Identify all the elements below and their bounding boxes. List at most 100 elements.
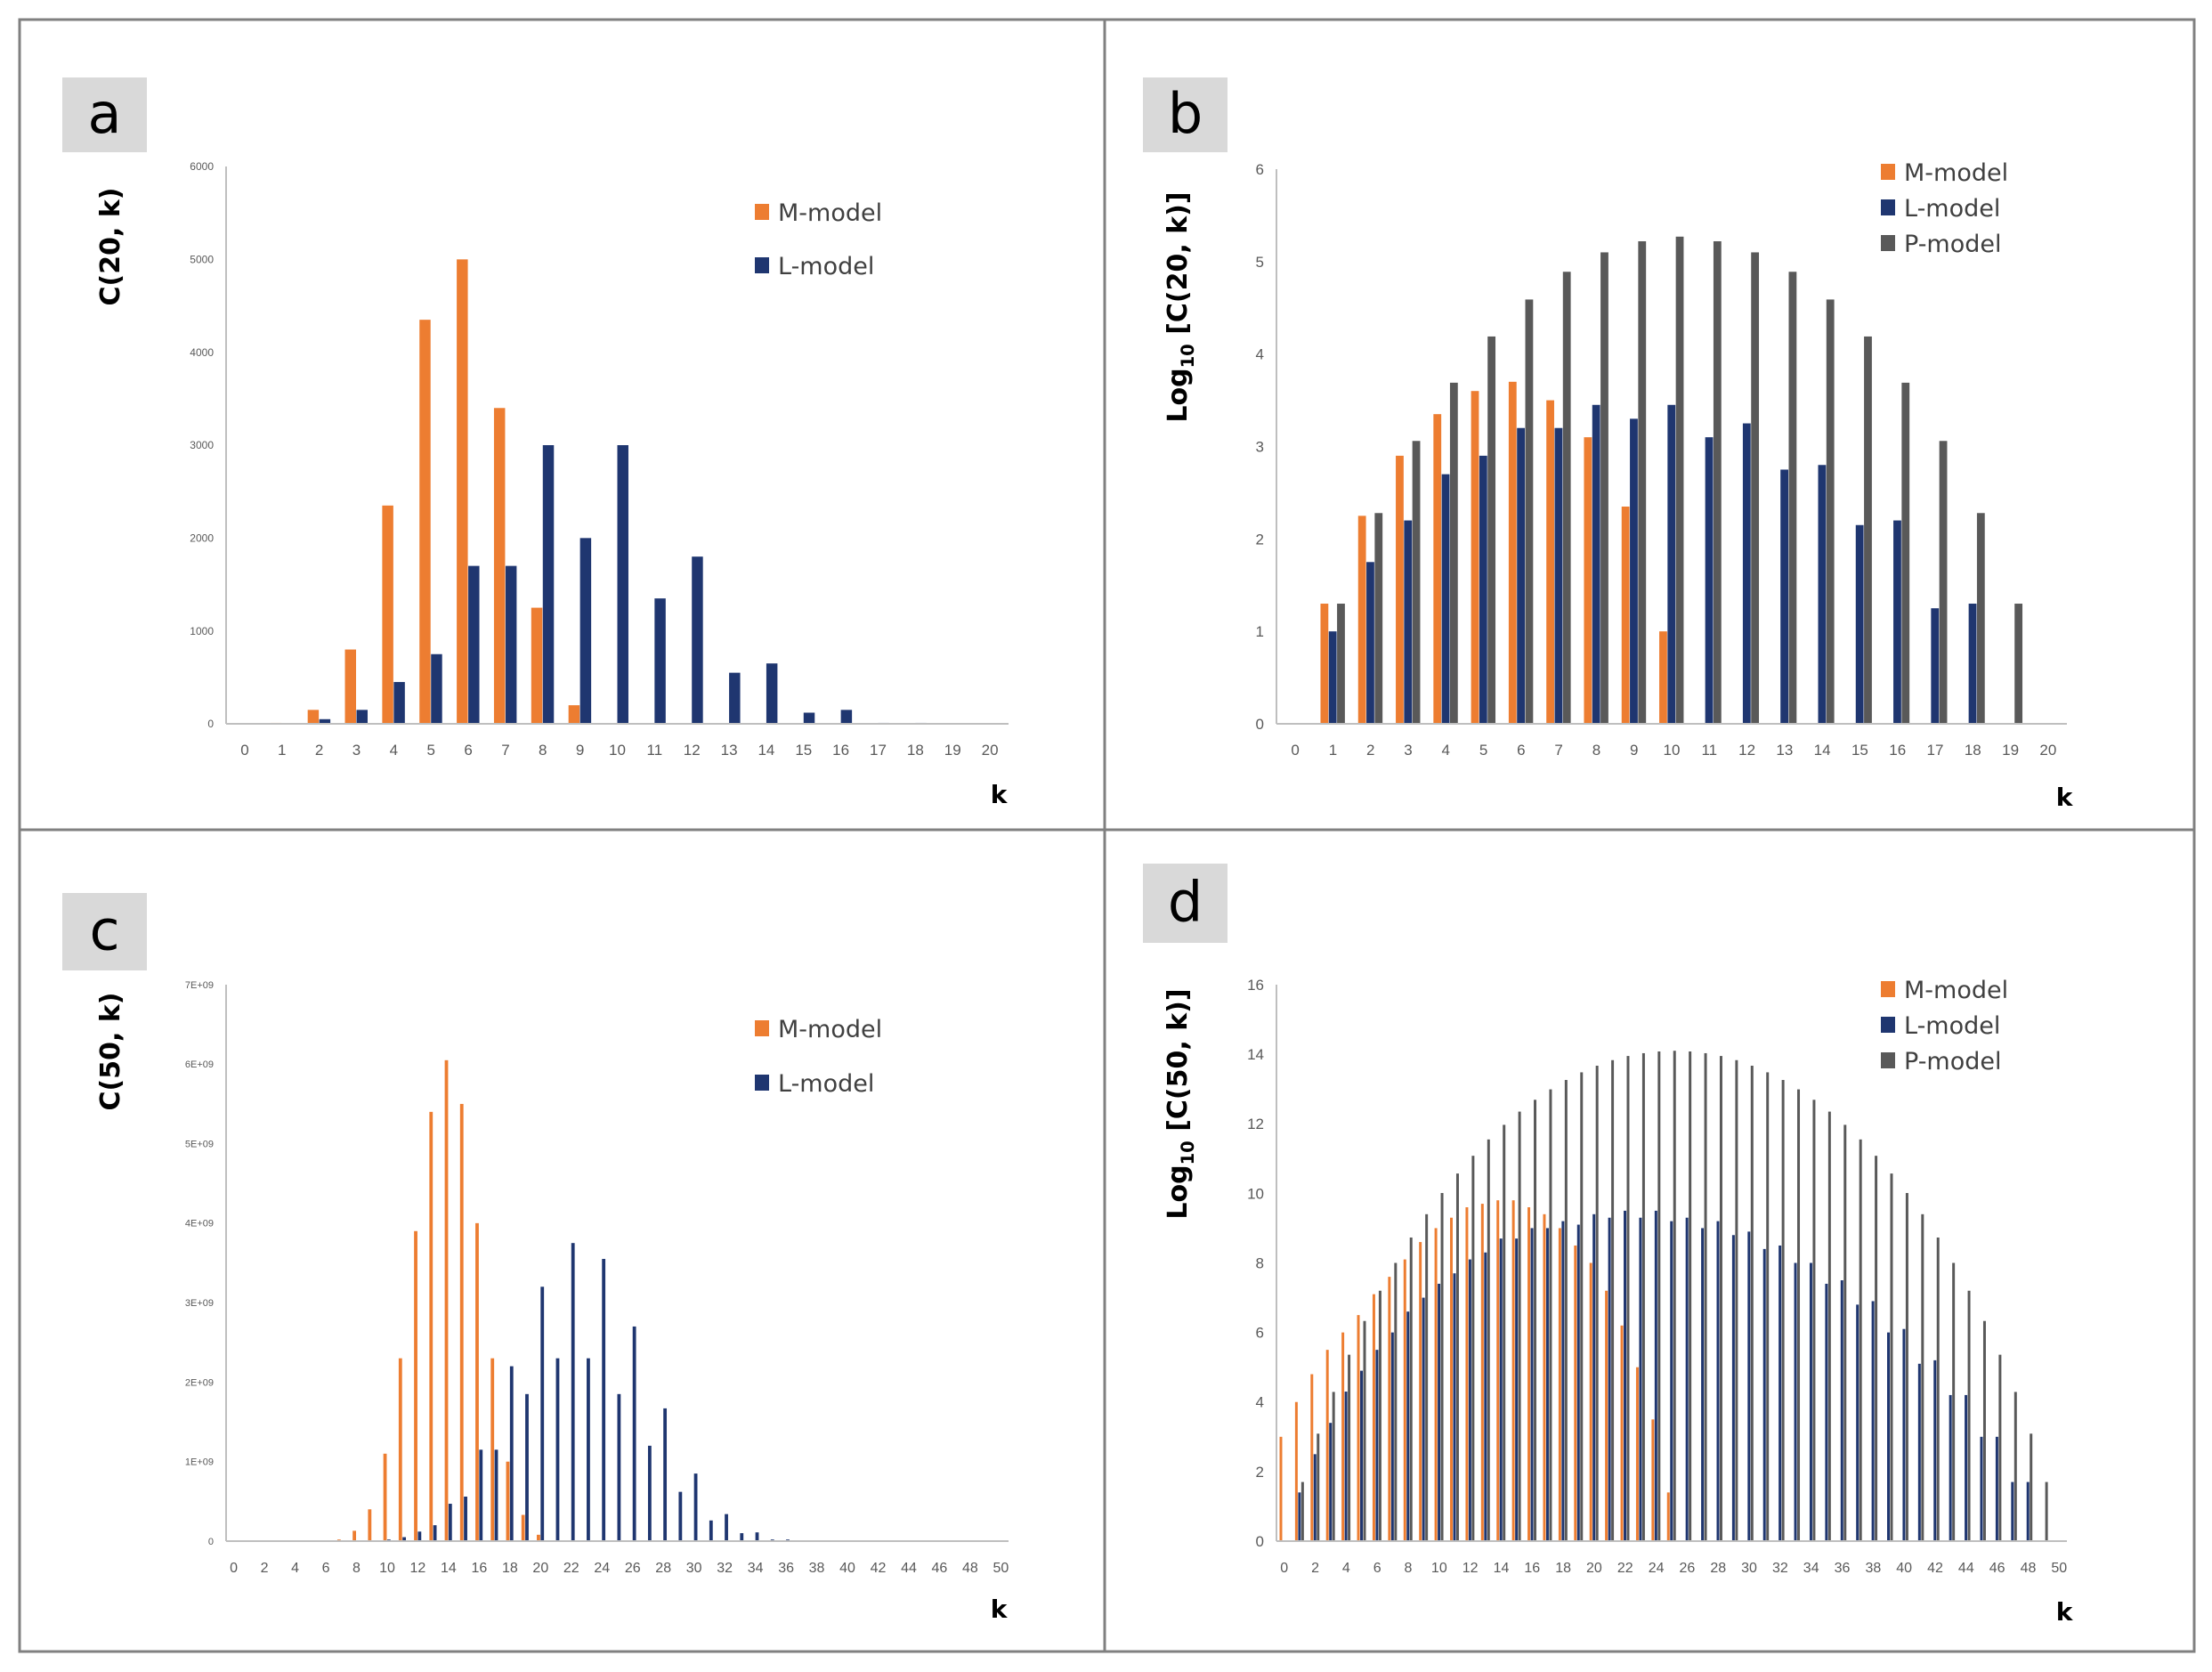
- x-tick-label: 20: [2039, 742, 2056, 759]
- bar-p-model-k10: [1675, 236, 1684, 724]
- x-tick-label: 2: [1311, 1561, 1319, 1576]
- x-tick-label: 7: [1554, 742, 1562, 759]
- legend-swatch-l-model: [755, 257, 769, 273]
- y-axis-label-main: C(50, k): [95, 993, 126, 1111]
- x-tick-label: 0: [230, 1561, 238, 1576]
- x-tick-label: 1: [1329, 742, 1337, 759]
- bar-l-model-k7: [505, 565, 517, 724]
- x-tick-label: 11: [1701, 742, 1717, 759]
- legend: M-model L-model P-model: [1881, 159, 2008, 258]
- legend-label: L-model: [1904, 1012, 2000, 1040]
- x-tick-label: 1: [278, 742, 286, 759]
- bar-l-model-k2: [1313, 1454, 1317, 1541]
- x-tick-label: 38: [809, 1561, 825, 1576]
- figure-frame: [18, 18, 2196, 1653]
- x-tick-label: 8: [539, 742, 547, 759]
- x-tick-label: 15: [1851, 742, 1868, 759]
- legend-swatch-p-model: [1881, 235, 1895, 251]
- legend-swatch-l-model: [1881, 1017, 1895, 1033]
- bar-l-model-k21: [1608, 1217, 1611, 1541]
- x-tick-label: 50: [993, 1561, 1009, 1576]
- bar-m-model-k15: [459, 1103, 464, 1541]
- bar-l-model-k13: [1780, 469, 1789, 724]
- bar-p-model-k30: [1750, 1066, 1754, 1541]
- bar-p-model-k38: [1875, 1156, 1878, 1541]
- bar-l-model-k20: [1592, 1213, 1596, 1541]
- bar-l-model-k28: [1716, 1221, 1720, 1541]
- bar-l-model-k15: [464, 1497, 467, 1541]
- bar-p-model-k8: [1409, 1237, 1413, 1541]
- bar-p-model-k5: [1363, 1320, 1366, 1541]
- bar-l-model-k5: [431, 653, 442, 724]
- x-tick-label: 0: [240, 742, 248, 759]
- panel-label-box: [1143, 77, 1228, 152]
- bar-p-model-k21: [1611, 1059, 1615, 1541]
- legend-label: P-model: [1904, 231, 2002, 258]
- x-tick-label: 9: [1630, 742, 1638, 759]
- y-tick-label: 1E+09: [185, 1457, 214, 1468]
- bar-m-model-k6: [1372, 1294, 1375, 1541]
- bar-l-model-k4: [393, 682, 405, 724]
- bar-p-model-k4: [1449, 382, 1458, 724]
- x-tick-label: 30: [686, 1561, 702, 1576]
- bar-l-model-k15: [1855, 524, 1864, 724]
- bar-l-model-k4: [1441, 474, 1450, 724]
- bar-l-model-k25: [617, 1393, 621, 1541]
- bar-m-model-k15: [1511, 1200, 1515, 1541]
- bar-p-model-k40: [1905, 1192, 1908, 1541]
- bar-l-model-k14: [766, 663, 778, 724]
- bar-m-model-k1: [1294, 1401, 1298, 1541]
- bar-l-model-k27: [1701, 1228, 1705, 1541]
- legend-swatch-m-model: [1881, 981, 1895, 997]
- bar-l-model-k9: [579, 538, 592, 724]
- bar-l-model-k33: [740, 1533, 744, 1541]
- bar-l-model-k29: [1731, 1235, 1735, 1541]
- bar-p-model-k15: [1864, 336, 1872, 724]
- bar-m-model-k13: [1480, 1204, 1484, 1541]
- x-tick-label: 13: [721, 742, 738, 759]
- bar-p-model-k18: [1564, 1080, 1568, 1541]
- x-tick-label: 10: [1431, 1561, 1447, 1576]
- bar-l-model-k15: [803, 712, 815, 724]
- bar-l-model-k24: [602, 1259, 606, 1541]
- x-tick-label: 8: [352, 1561, 361, 1576]
- x-tick-label: 2: [315, 742, 323, 759]
- legend: M-model L-model: [755, 199, 882, 280]
- bar-p-model-k33: [1797, 1089, 1801, 1541]
- bar-m-model-k0: [1279, 1436, 1283, 1541]
- bar-p-model-k36: [1843, 1124, 1847, 1541]
- x-tick-label: 13: [1776, 742, 1793, 759]
- bar-p-model-k20: [1595, 1066, 1599, 1541]
- x-tick-label: 0: [1280, 1561, 1288, 1576]
- bar-l-model-k29: [678, 1491, 683, 1541]
- x-tick-label: 19: [2002, 742, 2019, 759]
- y-tick-label: 2E+09: [185, 1377, 214, 1388]
- x-tick-label: 4: [1442, 742, 1450, 759]
- x-tick-label: 10: [609, 742, 626, 759]
- bar-l-model-k7: [1554, 427, 1563, 724]
- bar-l-model-k15: [1515, 1238, 1519, 1541]
- x-tick-label: 32: [1772, 1561, 1788, 1576]
- bar-l-model-k32: [1779, 1245, 1782, 1541]
- bar-p-model-k22: [1626, 1056, 1630, 1541]
- bar-m-model-k6: [1508, 381, 1517, 724]
- bar-p-model-k46: [1998, 1354, 2002, 1541]
- bar-m-model-k9: [1419, 1242, 1422, 1541]
- bar-m-model-k22: [1620, 1325, 1624, 1541]
- legend-label: M-model: [778, 199, 882, 227]
- x-tick-label: 12: [410, 1561, 426, 1576]
- bar-l-model-k22: [571, 1243, 575, 1541]
- bar-l-model-k13: [729, 672, 741, 724]
- y-tick-label: 2000: [190, 532, 214, 545]
- bar-p-model-k25: [1673, 1051, 1676, 1541]
- bar-m-model-k6: [457, 259, 468, 724]
- y-tick-label: 0: [208, 1537, 214, 1547]
- y-tick-label: 6: [1256, 1325, 1264, 1342]
- y-tick-label: 14: [1247, 1046, 1264, 1063]
- bar-l-model-k11: [1705, 437, 1714, 724]
- bar-l-model-k22: [1624, 1210, 1627, 1541]
- x-tick-label: 36: [778, 1561, 794, 1576]
- bar-l-model-k17: [494, 1449, 498, 1541]
